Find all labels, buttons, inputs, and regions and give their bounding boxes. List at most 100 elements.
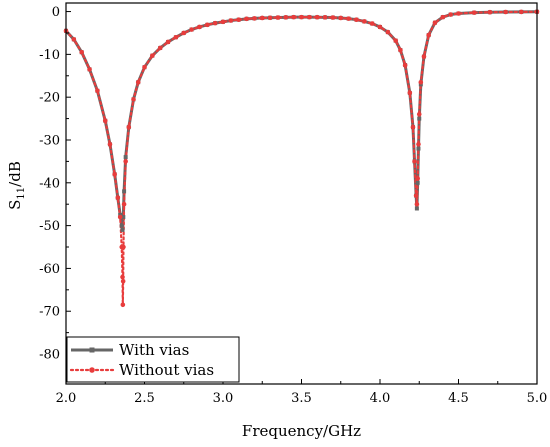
point-without-vias [426,32,431,38]
point-without-vias [142,64,147,70]
point-without-vias [338,15,344,21]
point-without-vias [236,17,241,22]
point-without-vias [414,201,420,207]
marks-layer [63,9,540,308]
point-without-vias [197,24,202,30]
point-without-vias [413,193,419,198]
point-without-vias [95,88,100,94]
point-without-vias [307,14,312,20]
point-without-vias [120,274,125,280]
point-without-vias [291,14,296,20]
point-without-vias [432,20,438,25]
y-tick-label: -70 [39,305,60,320]
point-without-vias [362,19,367,24]
series-line-with-vias [64,10,538,232]
legend-marker-with-vias [89,347,95,353]
legend-marker-without-vias [89,367,95,373]
point-without-vias [471,10,477,15]
y-tick-label: -10 [39,48,60,63]
x-tick-label: 5.0 [527,391,548,406]
point-without-vias [402,62,408,68]
point-without-vias [107,141,113,147]
point-with-vias [415,180,420,185]
point-without-vias [299,14,304,20]
legend-label-with-vias: With vias [119,341,189,359]
y-tick-label: -80 [39,348,60,363]
point-without-vias [212,20,218,26]
point-without-vias [71,37,77,42]
point-with-vias [119,223,124,228]
point-without-vias [189,27,194,32]
point-without-vias [150,53,155,58]
point-without-vias [354,17,359,22]
point-without-vias [181,30,187,36]
point-without-vias [115,195,121,201]
point-without-vias [418,79,424,85]
legend-box [66,336,240,383]
y-axis-label-subscript: 11 [16,187,27,200]
point-without-vias [412,159,417,164]
point-without-vias [346,16,351,21]
point-without-vias [79,49,84,55]
point-without-vias [410,124,416,130]
y-axis-label-unit: /dB [6,161,24,187]
x-tick-label: 3.0 [213,391,234,406]
point-with-vias [417,116,422,121]
point-without-vias [120,278,126,284]
point-without-vias [123,159,128,164]
y-tick-label: -50 [39,219,60,234]
point-without-vias [415,176,420,181]
point-without-vias [330,15,336,20]
point-without-vias [377,24,383,30]
y-tick-label: -30 [39,133,60,148]
point-without-vias [369,21,375,26]
point-with-vias [122,189,127,194]
point-without-vias [121,201,127,207]
point-without-vias [205,22,210,28]
point-without-vias [448,12,453,17]
y-tick-label: -60 [39,262,60,277]
legend-label-without-vias: Without vias [119,361,214,379]
point-without-vias [398,47,403,53]
y-tick-label: -40 [39,176,60,191]
x-tick-label: 2.0 [56,391,77,406]
x-axis-label: Frequency/GHz [242,422,361,440]
point-without-vias [112,171,117,177]
y-axis-label: S11/dB [6,161,27,210]
plot-frame [65,2,538,385]
y-tick-label: -20 [39,91,60,106]
point-without-vias [519,9,524,15]
point-without-vias [393,38,399,43]
point-without-vias [267,15,273,21]
point-without-vias [487,9,493,15]
y-tick-label: 0 [52,5,60,20]
point-without-vias [117,214,123,220]
point-with-vias [414,206,419,211]
point-without-vias [407,90,413,96]
point-without-vias [135,79,141,85]
x-tick-label: 3.5 [291,391,312,406]
point-without-vias [173,34,179,40]
legend: With vias Without vias [66,336,240,383]
point-without-vias [314,14,320,20]
point-without-vias [416,141,421,147]
point-without-vias [87,67,92,72]
x-tick-label: 2.5 [134,391,155,406]
point-without-vias [322,15,328,20]
point-without-vias [259,15,265,21]
point-without-vias [385,29,391,35]
point-without-vias [503,9,508,15]
series-line-without-vias [64,10,539,305]
point-with-vias [416,146,421,151]
x-tick-label: 4.0 [370,391,391,406]
point-with-vias [120,227,125,232]
point-with-vias [121,215,126,220]
axes-layer: 2.0 2.5 3.0 3.5 4.0 4.5 5.0 0 -10 -20 -30 -40 -50 -60… [39,5,547,406]
point-without-vias [102,118,108,124]
point-without-vias [120,302,126,308]
point-without-vias [416,112,422,117]
point-without-vias [456,11,461,16]
y-axis-label-main: S [6,200,24,210]
point-without-vias [252,16,257,21]
point-without-vias [165,39,171,45]
